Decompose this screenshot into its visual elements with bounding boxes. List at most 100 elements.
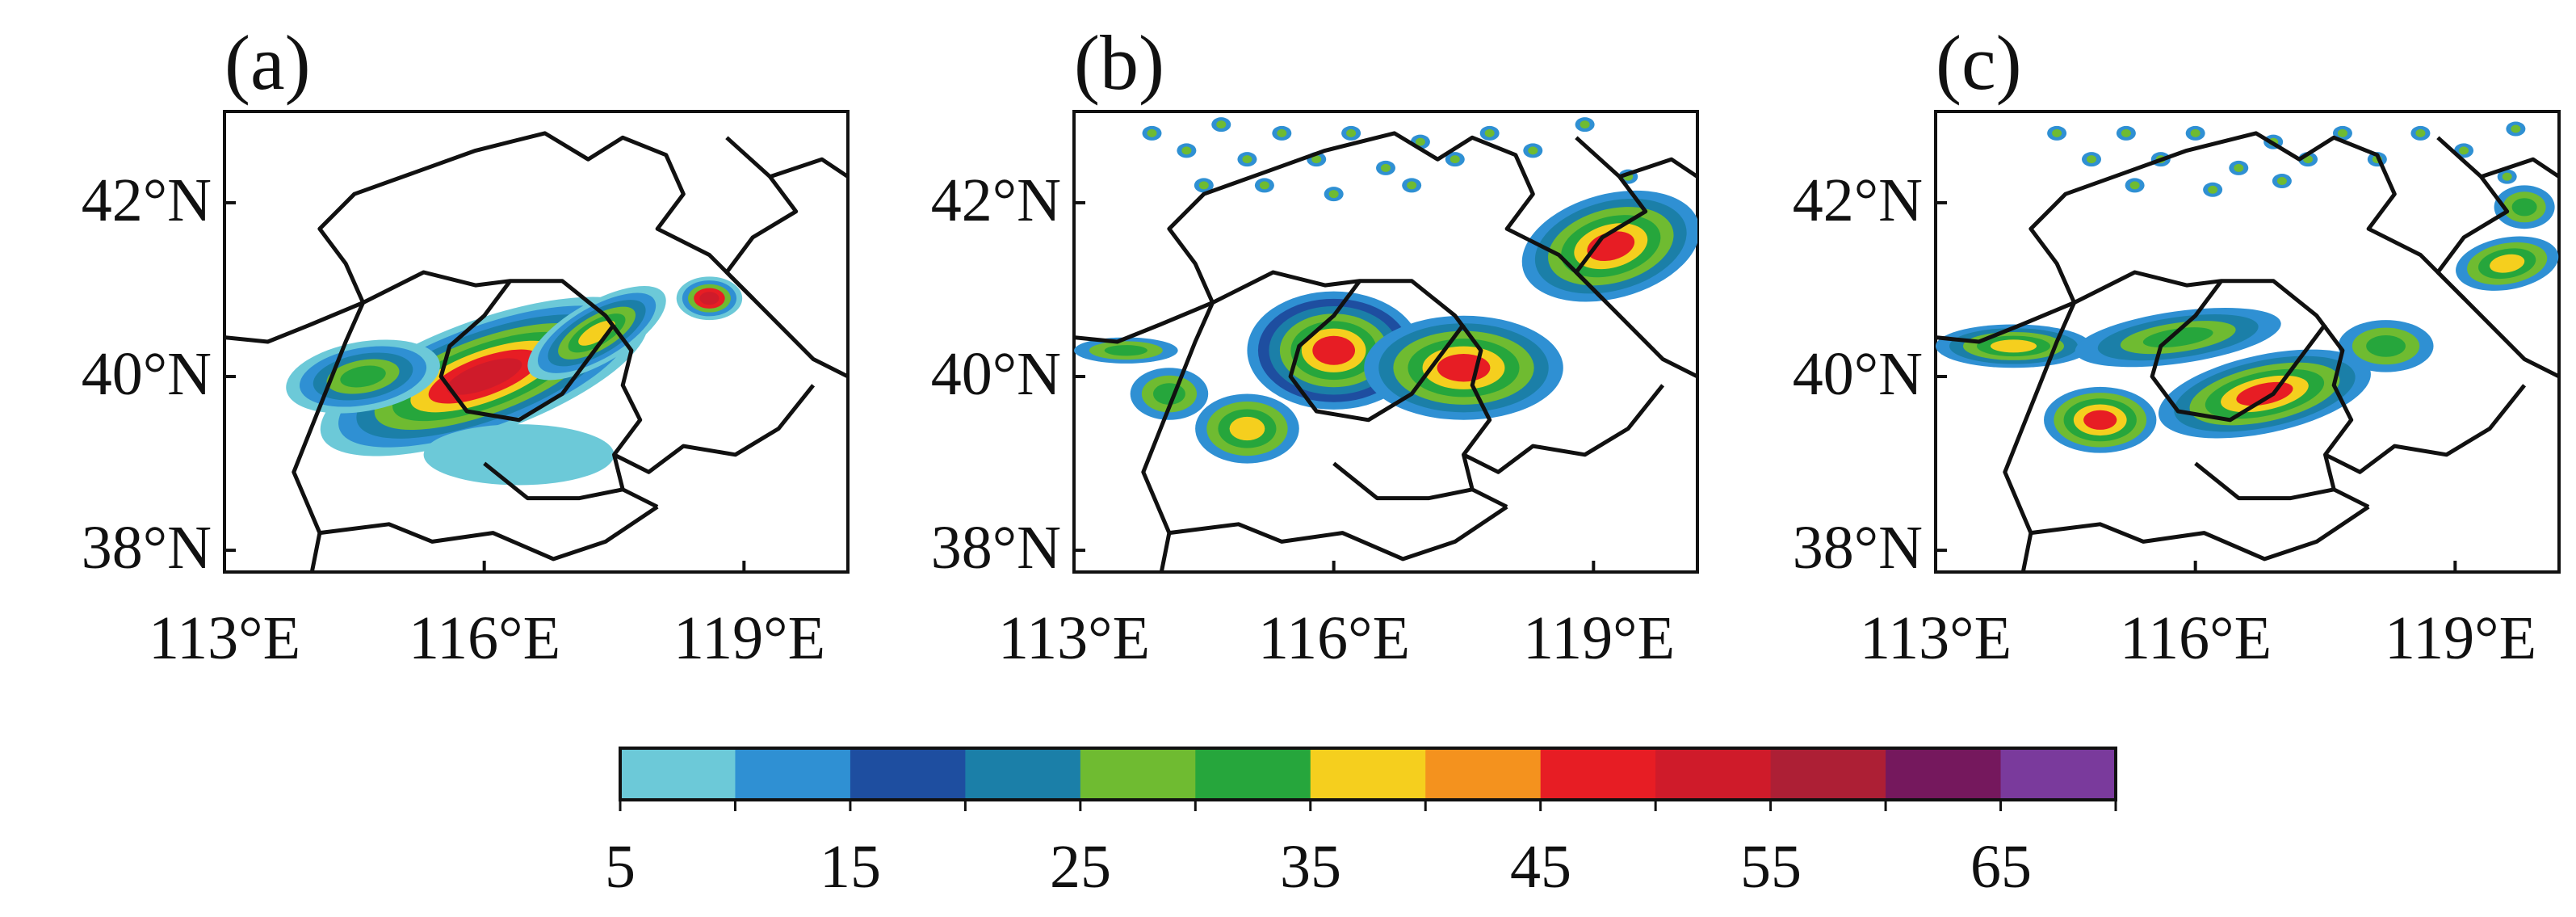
- echo-speckle-core: [2511, 124, 2521, 133]
- echo-cell: [676, 276, 743, 321]
- lon-tick-label: 116°E: [409, 604, 560, 672]
- colorbar-tick-label: 5: [605, 833, 636, 901]
- echo-speckle-core: [2337, 128, 2347, 137]
- colorbar-swatches: [620, 748, 2117, 800]
- echo-contour: [1229, 416, 1265, 441]
- boundary-line: [613, 384, 816, 474]
- colorbar-frame: [619, 747, 2117, 801]
- echo-contour: [1437, 354, 1491, 382]
- colorbar-tick-label: 55: [1740, 833, 1802, 901]
- colorbar-swatch: [1310, 748, 1426, 800]
- echo-speckle-core: [1311, 155, 1322, 164]
- lon-tick-label: 116°E: [1258, 604, 1410, 672]
- echo-speckle-core: [2087, 155, 2096, 164]
- echo-contour: [1104, 345, 1147, 356]
- echo-speckle-core: [1147, 128, 1157, 137]
- lat-tick-label: 40°N: [1793, 340, 1923, 408]
- echo-cell: [423, 424, 615, 486]
- lat-tick-label: 38°N: [1793, 514, 1923, 582]
- colorbar-swatch: [735, 748, 851, 800]
- echo-speckle-core: [2459, 146, 2469, 155]
- echo-speckle-core: [1407, 181, 1417, 190]
- echo-speckle-core: [1528, 146, 1538, 155]
- axis-ticks: [1934, 200, 2457, 572]
- echo-speckle-core: [1328, 190, 1339, 199]
- echo-speckle-core: [2052, 128, 2062, 137]
- colorbar-tick-label: 25: [1050, 833, 1111, 901]
- echo-cell: [1521, 190, 1697, 302]
- echo-contour: [2142, 327, 2213, 348]
- colorbar-ticks: [619, 800, 2117, 811]
- lat-tick-label: 42°N: [931, 166, 1061, 234]
- echo-cell: [1195, 393, 1299, 464]
- lon-tick-label: 113°E: [149, 604, 300, 672]
- echo-speckle-core: [1181, 146, 1192, 155]
- echo-speckle-core: [1198, 181, 1209, 190]
- boundary-line: [2435, 136, 2510, 300]
- echo-contour: [578, 320, 615, 346]
- lon-tick-label: 119°E: [673, 604, 825, 672]
- echo-speckle-core: [1346, 128, 1357, 137]
- boundary-line: [438, 280, 616, 423]
- lon-tick-label: 113°E: [1860, 604, 2012, 672]
- echo-contour: [2083, 410, 2117, 430]
- lat-tick-label: 40°N: [931, 340, 1061, 408]
- panel-b: (b) 42°N 40°N 38°N 113°E 116°E 119°E: [931, 19, 1699, 672]
- boundary-line: [319, 505, 659, 562]
- echo-cell: [1074, 337, 1178, 364]
- echo-speckle-core: [2129, 181, 2140, 190]
- boundary-line: [769, 157, 848, 179]
- colorbar-swatch: [965, 748, 1081, 800]
- panel-label: (a): [224, 19, 311, 106]
- echo-speckle-core: [1580, 120, 1590, 129]
- colorbar-swatch: [1655, 748, 1772, 800]
- colorbar-tick-label: 35: [1280, 833, 1341, 901]
- lat-tick-label: 38°N: [931, 514, 1061, 582]
- boundary-line: [2150, 280, 2327, 423]
- echo-contour: [2511, 198, 2537, 217]
- lon-tick-label: 113°E: [998, 604, 1150, 672]
- lon-tick-label: 119°E: [1523, 604, 1675, 672]
- echo-cell: [2338, 320, 2434, 372]
- echo-speckle-core: [1381, 163, 1391, 172]
- lat-tick-label: 42°N: [82, 166, 212, 234]
- echo-contour: [2366, 335, 2406, 357]
- echo-cell: [2075, 307, 2281, 368]
- axis-ticks: [1072, 200, 1596, 572]
- colorbar-swatch: [620, 748, 736, 800]
- boundary-line: [2324, 384, 2527, 474]
- boundary-lines: [1936, 131, 2559, 572]
- colorbar-swatch: [2000, 748, 2117, 800]
- colorbar: 5 15 25 35 45 55 65: [605, 747, 2117, 901]
- echo-cell: [2456, 236, 2559, 291]
- echo-speckle-core: [2121, 128, 2131, 137]
- boundary-line: [2480, 157, 2559, 179]
- axis-ticks: [223, 200, 746, 572]
- panel-a: (a) 42°N 40°N 38°N 113°E 116°E 119°E: [82, 19, 850, 672]
- echo-contour: [699, 292, 720, 305]
- echo-cell: [2044, 386, 2157, 453]
- echo-speckle-core: [2502, 172, 2512, 181]
- echo-cell: [527, 286, 666, 381]
- panel-label: (c): [1936, 19, 2022, 106]
- echo-contour: [340, 365, 386, 388]
- echo-speckle-core: [2415, 128, 2426, 137]
- echo-speckle-core: [2276, 177, 2287, 186]
- lon-tick-label: 116°E: [2120, 604, 2272, 672]
- boundary-line: [2030, 505, 2370, 562]
- colorbar-swatch: [1425, 748, 1542, 800]
- echo-speckle-core: [1242, 155, 1252, 164]
- colorbar-swatch: [850, 748, 966, 800]
- boundary-line: [362, 270, 659, 509]
- colorbar-swatch: [1540, 748, 1656, 800]
- colorbar-swatch: [1195, 748, 1311, 800]
- echo-contour: [423, 424, 615, 486]
- boundary-line: [1168, 505, 1508, 562]
- colorbar-swatch: [1886, 748, 2002, 800]
- colorbar-swatch: [1770, 748, 1886, 800]
- echo-speckle-core: [2190, 128, 2201, 137]
- lat-tick-label: 42°N: [1793, 166, 1923, 234]
- echo-contour: [2490, 254, 2525, 273]
- lat-tick-label: 38°N: [82, 514, 212, 582]
